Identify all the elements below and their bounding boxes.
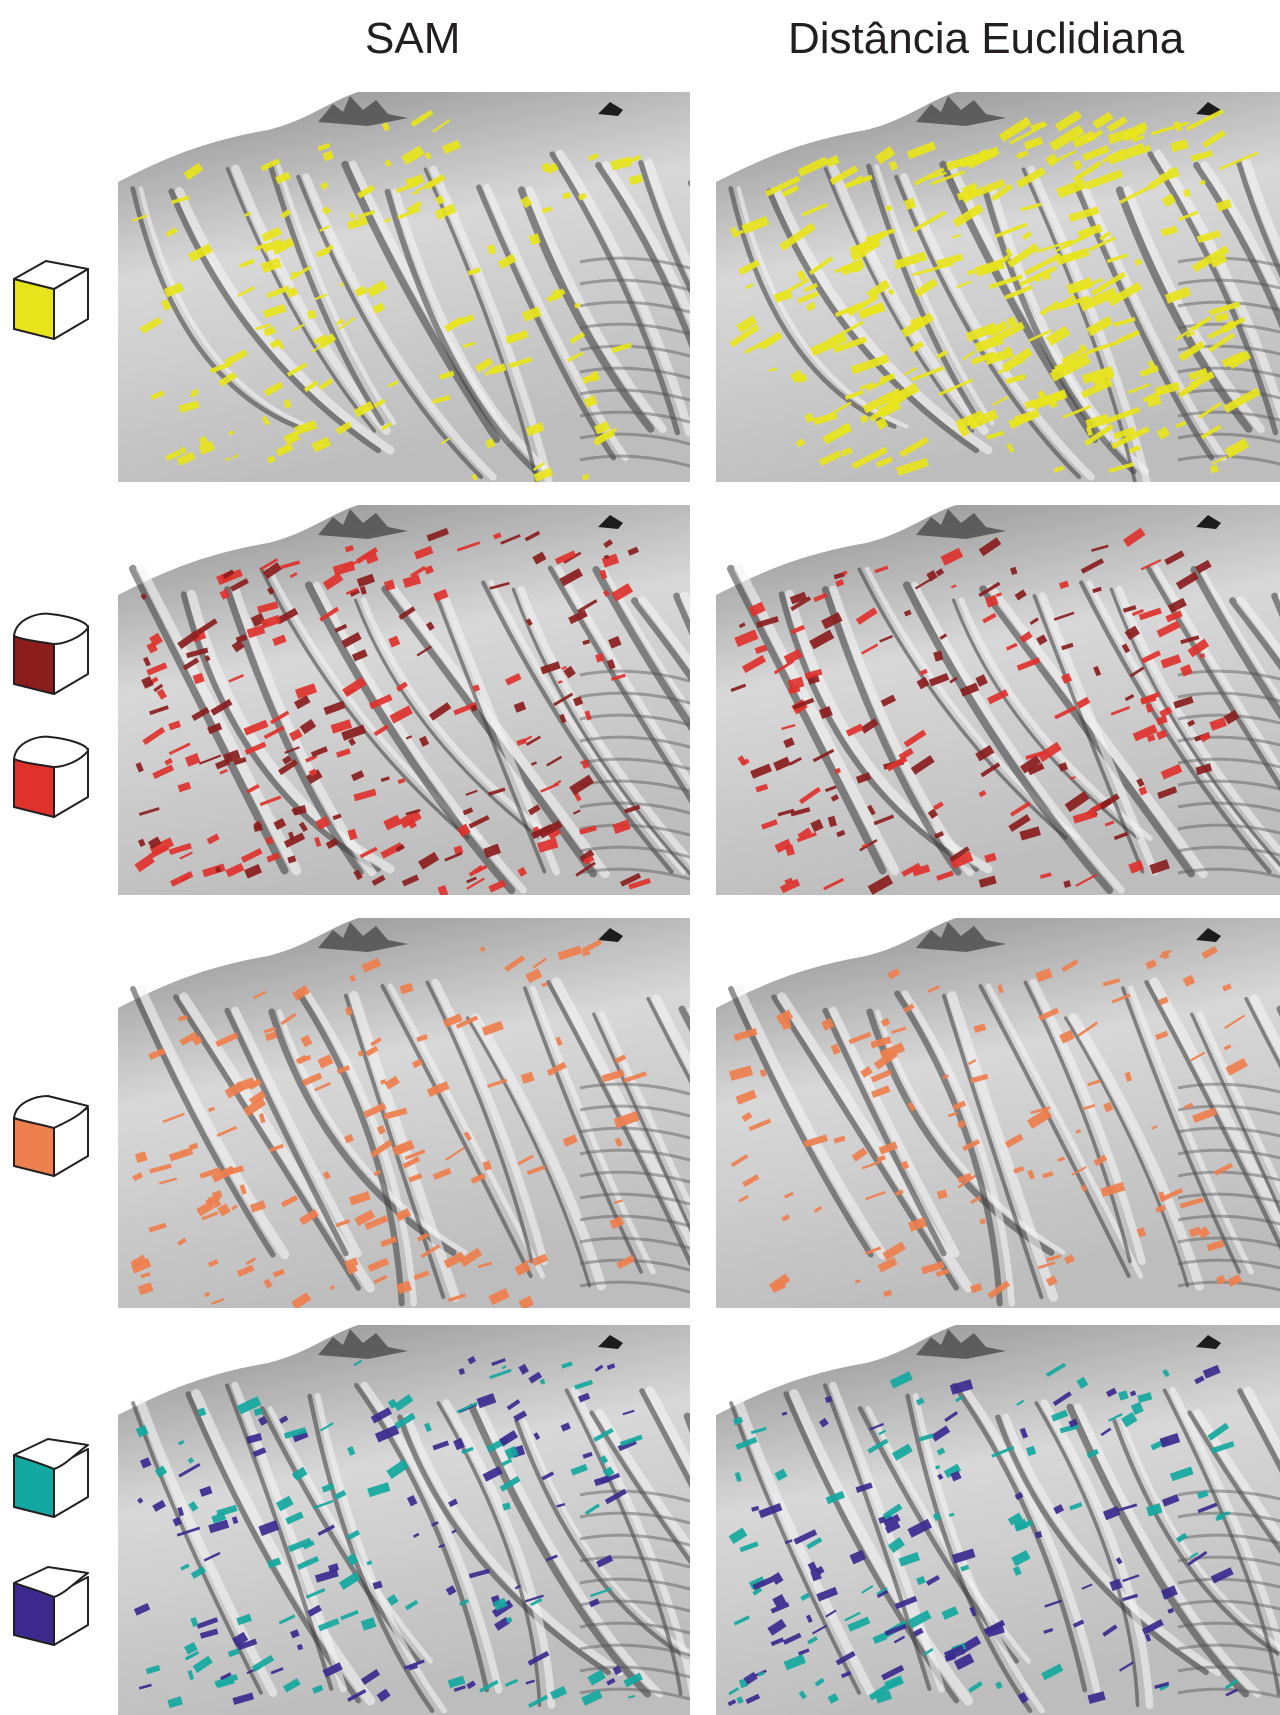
panel-euclidean-row3 [716, 918, 1280, 1308]
cube-navy-concave-icon [10, 1561, 92, 1649]
panel-euclidean-row2 [716, 505, 1280, 895]
panel-sam-row4 [118, 1325, 690, 1715]
panel-sam-row1 [118, 92, 690, 482]
column-title-euclidean-distance: Distância Euclidiana [788, 14, 1185, 63]
column-title-sam: SAM [365, 14, 461, 63]
panel-sam-row2 [118, 505, 690, 895]
panel-euclidean-row4 [716, 1325, 1280, 1715]
cube-teal-concave-icon [10, 1433, 92, 1521]
panel-euclidean-row1 [716, 92, 1280, 482]
cube-darkred-convex-icon [10, 610, 92, 698]
cube-red-convex-icon [10, 733, 92, 821]
cube-orange-convex-concave-icon [10, 1092, 92, 1180]
panel-sam-row3 [118, 918, 690, 1308]
cube-yellow-flat-icon [10, 255, 92, 343]
